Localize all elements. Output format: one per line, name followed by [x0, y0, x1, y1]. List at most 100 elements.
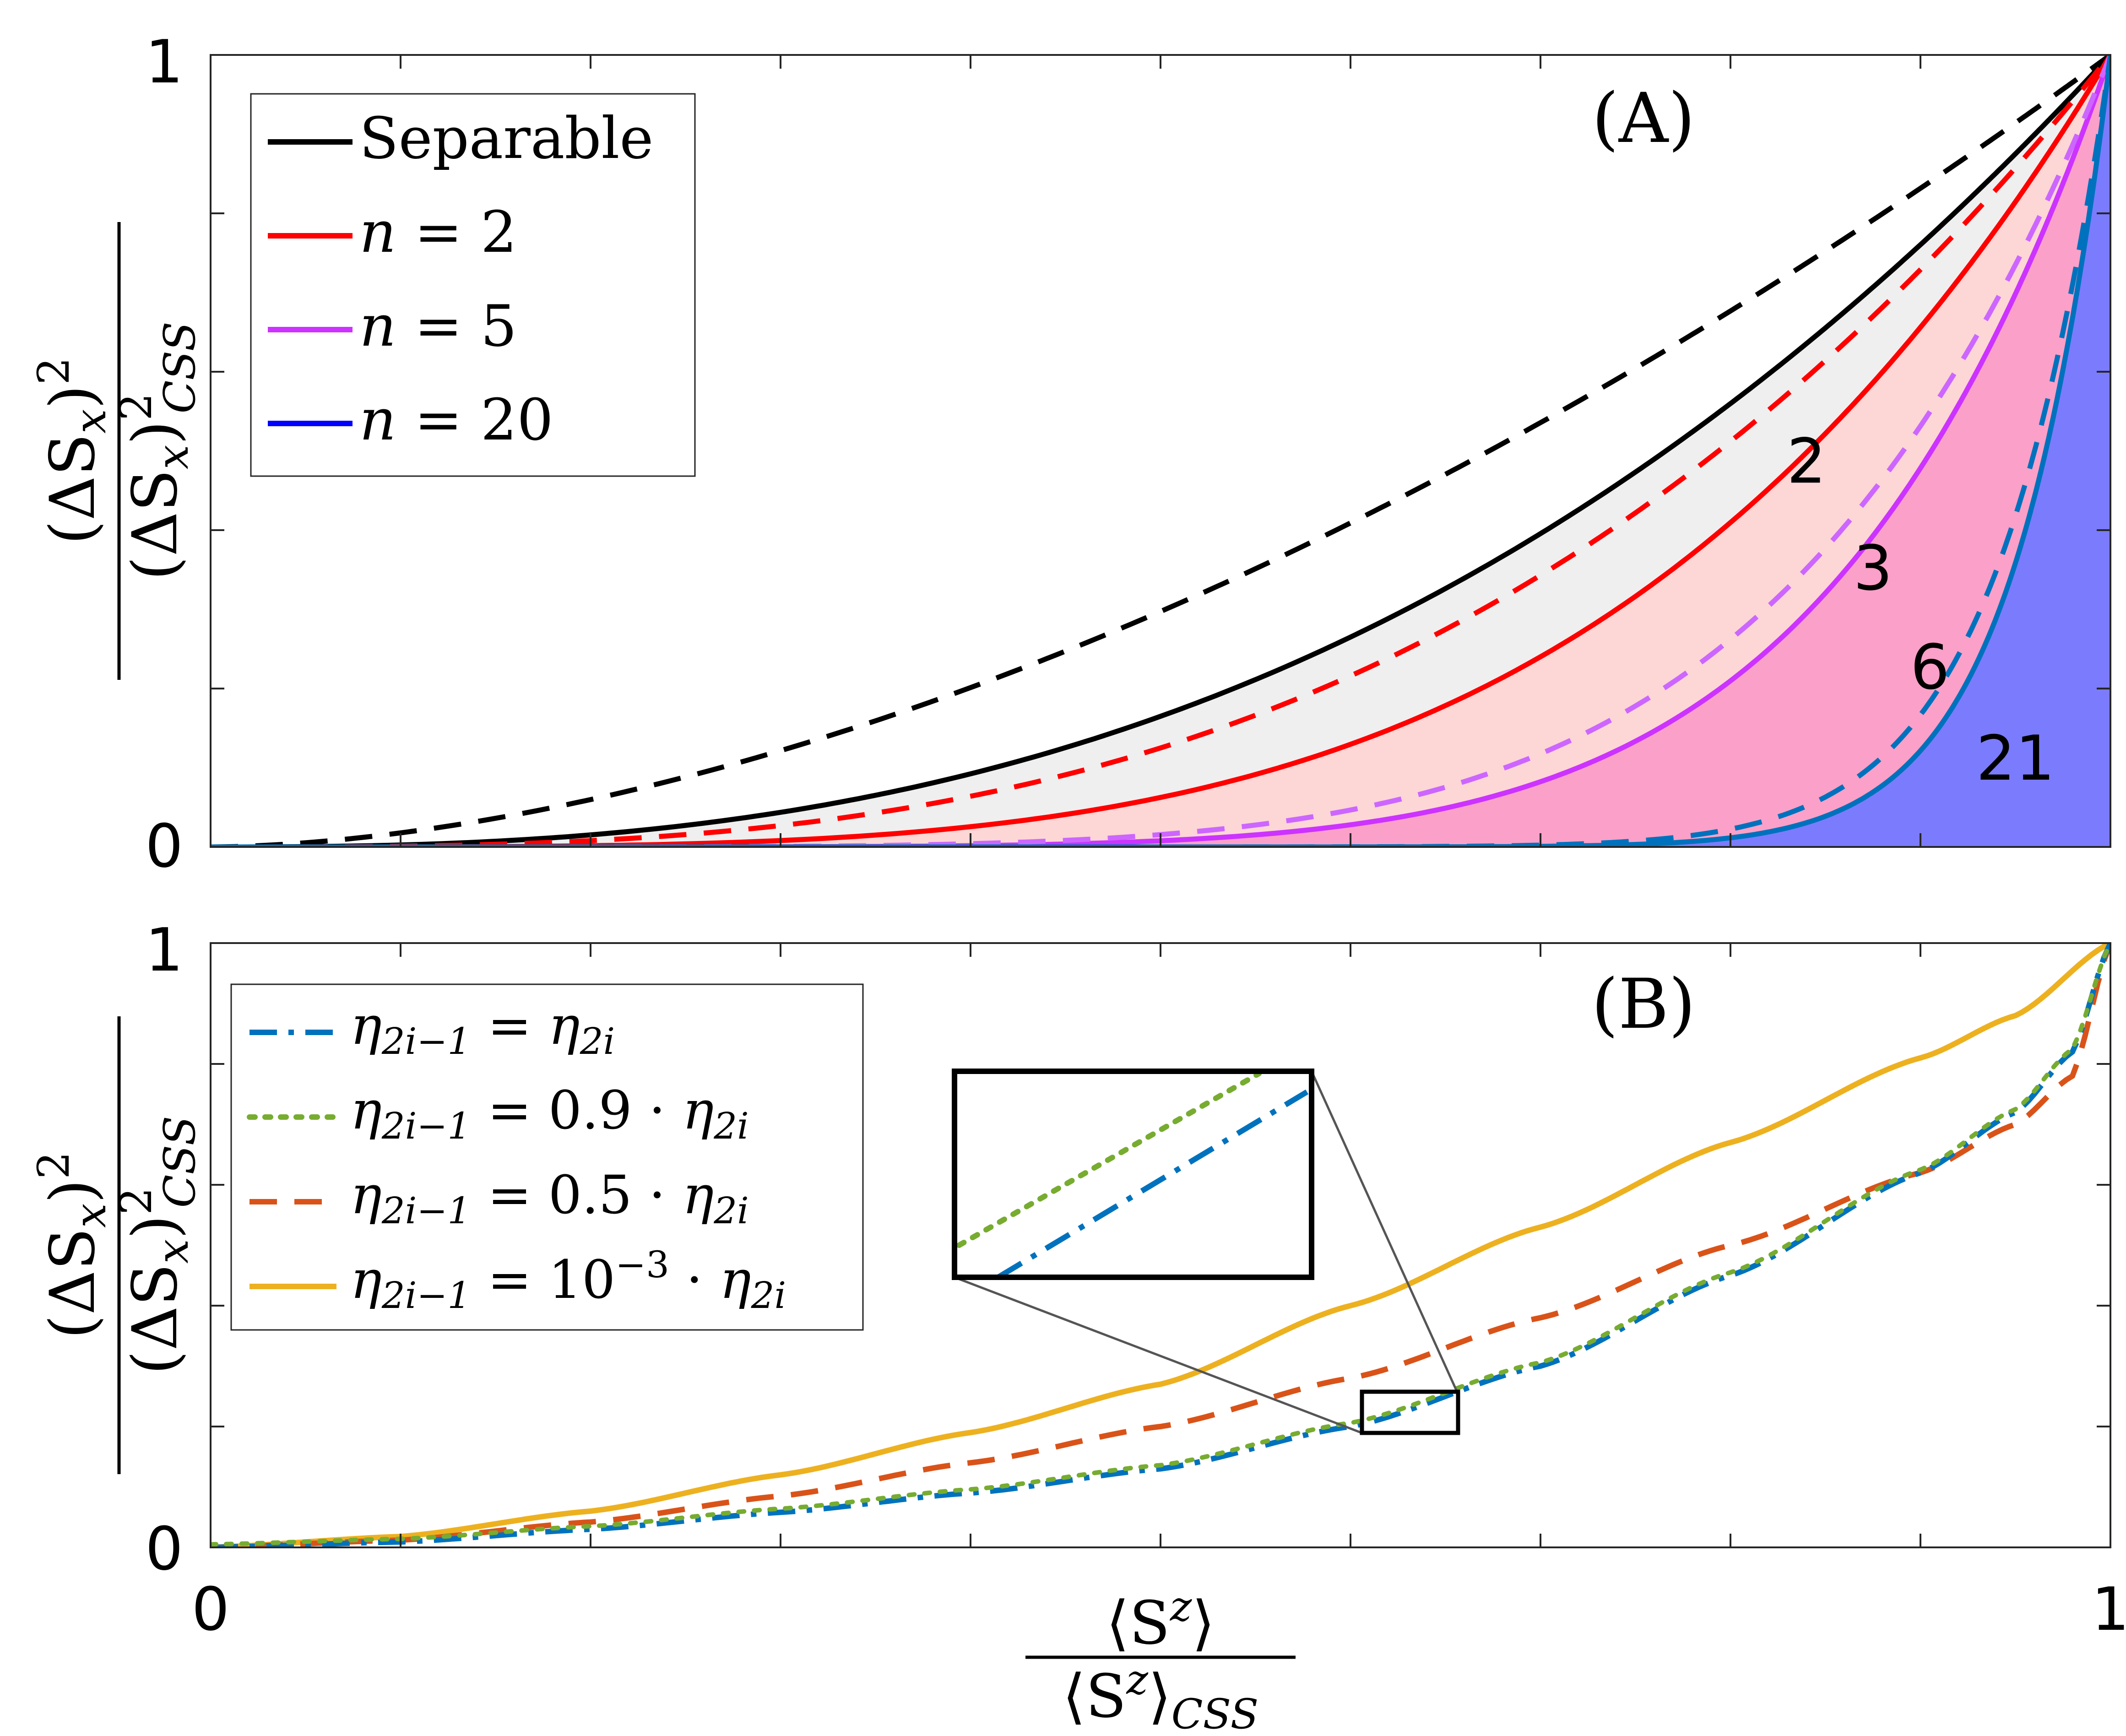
legend-b-0-rel: =	[471, 995, 548, 1057]
legend-n20-var: n	[359, 387, 396, 453]
inset-line-blue	[996, 1089, 1309, 1277]
legend-b-2-rhs-sub: 2i	[713, 1189, 748, 1232]
panel-a-ylabel-numerator: (ΔSx)2	[29, 357, 116, 544]
panel-b-ylabel-numerator: (ΔSx)2	[29, 1151, 116, 1339]
panel-b-legend-box	[230, 983, 864, 1331]
panel-b-xtick-1: 1	[2092, 1574, 2126, 1644]
panel-b-axes-box	[210, 942, 2111, 1548]
panel-a-ytick-0: 0	[145, 811, 183, 881]
legend-b-2-lhs: η	[350, 1165, 382, 1226]
panel-b-xlabel: ⟨Sz⟩ ⟨Sz⟩CSS	[1025, 1583, 1296, 1736]
panel-a-axes-box	[210, 54, 2111, 848]
panel-a-fills	[211, 55, 2110, 847]
panel-b-curves	[211, 943, 2110, 1547]
panel-b-legend-swatches	[247, 1030, 339, 1289]
xlabel-den: ⟨S	[1063, 1661, 1127, 1731]
ylabel-b-den-close: )	[119, 1215, 191, 1239]
panel-a-curves	[211, 55, 2110, 847]
xlabel-num-close: ⟩	[1192, 1588, 1215, 1658]
xlabel-den-sup: z	[1126, 1656, 1149, 1704]
inset-connector-lower	[954, 1276, 1362, 1434]
legend-n2-var: n	[359, 199, 396, 266]
legend-b-3-lhs-sub: 2i−1	[381, 1274, 471, 1317]
ylabel-b-num-sub: x	[65, 1203, 116, 1228]
inset-connector-upper	[1310, 1070, 1459, 1395]
ylabel-a-den-close: )	[119, 421, 191, 445]
line-n-5-dashed	[211, 55, 2110, 847]
legend-b-2-rhs: η	[682, 1165, 714, 1226]
panel-b-label: (B)	[1591, 965, 1695, 1044]
panel-a-ytick-1: 1	[145, 27, 183, 97]
legend-b-1-lhs: η	[350, 1080, 382, 1141]
ylabel-a-den-sup: 2	[111, 393, 162, 420]
legend-b-3-rel: =	[471, 1249, 548, 1311]
panel-b-inset	[952, 1069, 1460, 1435]
legend-b-2-coef: 0.5	[548, 1165, 632, 1226]
zoom-region-box	[1360, 1389, 1460, 1435]
panel-a-legend: Separable n = 2 n = 5 n = 20	[250, 93, 696, 477]
ylabel-a-den: (ΔS	[119, 469, 191, 580]
line-b-3	[211, 943, 2110, 1547]
legend-b-entry-0: η2i−1 = η2i	[350, 995, 615, 1063]
ylabel-b-den-sub2: CSS	[155, 1116, 205, 1208]
legend-b-1-lhs-sub: 2i−1	[381, 1105, 471, 1147]
xlabel-den-sub: CSS	[1171, 1690, 1259, 1736]
legend-b-entry-3: η2i−1 = 10−3 · η2i	[350, 1243, 786, 1317]
panel-a-label: (A)	[1592, 79, 1695, 158]
line-b-2	[211, 943, 2110, 1547]
legend-b-3-lhs: η	[350, 1249, 382, 1311]
legend-b-0-lhs-sub: 2i−1	[381, 1020, 471, 1063]
ylabel-b-num: (ΔS	[37, 1228, 108, 1339]
panel-b-ytick-1: 1	[145, 915, 183, 985]
panel-b-ylabel: (ΔSx)2 (ΔSx)2CSS	[29, 1016, 205, 1474]
legend-b-0-rhs: η	[548, 995, 580, 1057]
region-label-6: 6	[1910, 631, 1950, 703]
legend-b-2-rel: =	[471, 1165, 548, 1226]
inset-line-green	[956, 1071, 1262, 1248]
panel-b-ticks	[211, 943, 2110, 1547]
panel-b: (B) 1 0 0 1 η2i−1 = η2i η2i−1 = 0.9 · η2…	[29, 915, 2126, 1736]
fill-n-20	[211, 55, 2110, 847]
ylabel-a-den-sub2: CSS	[155, 321, 205, 413]
inset-curves	[956, 1071, 1309, 1277]
legend-b-2-lhs-sub: 2i−1	[381, 1189, 471, 1232]
line-n-2	[211, 55, 2110, 847]
ylabel-b-num-sup: 2	[29, 1151, 79, 1179]
legend-b-entry-2: η2i−1 = 0.5 · η2i	[350, 1165, 749, 1232]
legend-label-n5: n = 5	[359, 293, 517, 359]
xlabel-den-close: ⟩	[1148, 1661, 1171, 1731]
panel-b-xtick-0: 0	[192, 1574, 230, 1644]
xlabel-num: ⟨S	[1106, 1588, 1170, 1658]
ylabel-a-num: (ΔS	[37, 434, 108, 545]
line-separable	[211, 55, 2110, 847]
legend-b-1-rhs-sub: 2i	[713, 1105, 748, 1147]
fill-n-2	[211, 55, 2110, 847]
legend-b-3-mult: ·	[669, 1249, 720, 1311]
panel-b-legend: η2i−1 = η2i η2i−1 = 0.9 · η2i η2i−1 = 0.…	[230, 983, 864, 1331]
ylabel-a-den-sub: x	[148, 445, 198, 470]
ylabel-a-num-sub: x	[65, 409, 116, 434]
legend-b-3-rhs: η	[720, 1249, 751, 1311]
legend-b-1-coef: 0.9	[548, 1080, 632, 1141]
legend-n5-var: n	[359, 293, 396, 359]
inset-frame	[952, 1069, 1314, 1280]
inset-background	[955, 1071, 1312, 1277]
legend-label-n2: n = 2	[359, 199, 517, 266]
region-label-3: 3	[1853, 532, 1893, 604]
ylabel-b-den-sup: 2	[111, 1187, 162, 1215]
panel-a-legend-box	[250, 93, 696, 477]
region-label-2: 2	[1787, 425, 1826, 497]
legend-b-entry-1: η2i−1 = 0.9 · η2i	[350, 1080, 749, 1147]
ylabel-a-num-sup: 2	[29, 357, 79, 385]
ylabel-b-den-sub: x	[148, 1239, 198, 1264]
panel-a-ticks	[211, 55, 2110, 847]
legend-b-0-rhs-sub: 2i	[580, 1020, 615, 1063]
panel-a-ylabel-denominator: (ΔSx)2CSS	[111, 321, 205, 580]
ylabel-b-den: (ΔS	[119, 1264, 191, 1375]
line-n-20	[211, 55, 2110, 847]
panel-b-ylabel-denominator: (ΔSx)2CSS	[111, 1116, 205, 1375]
legend-b-0-lhs: η	[350, 995, 382, 1057]
line-separable-dashed	[211, 55, 2110, 847]
